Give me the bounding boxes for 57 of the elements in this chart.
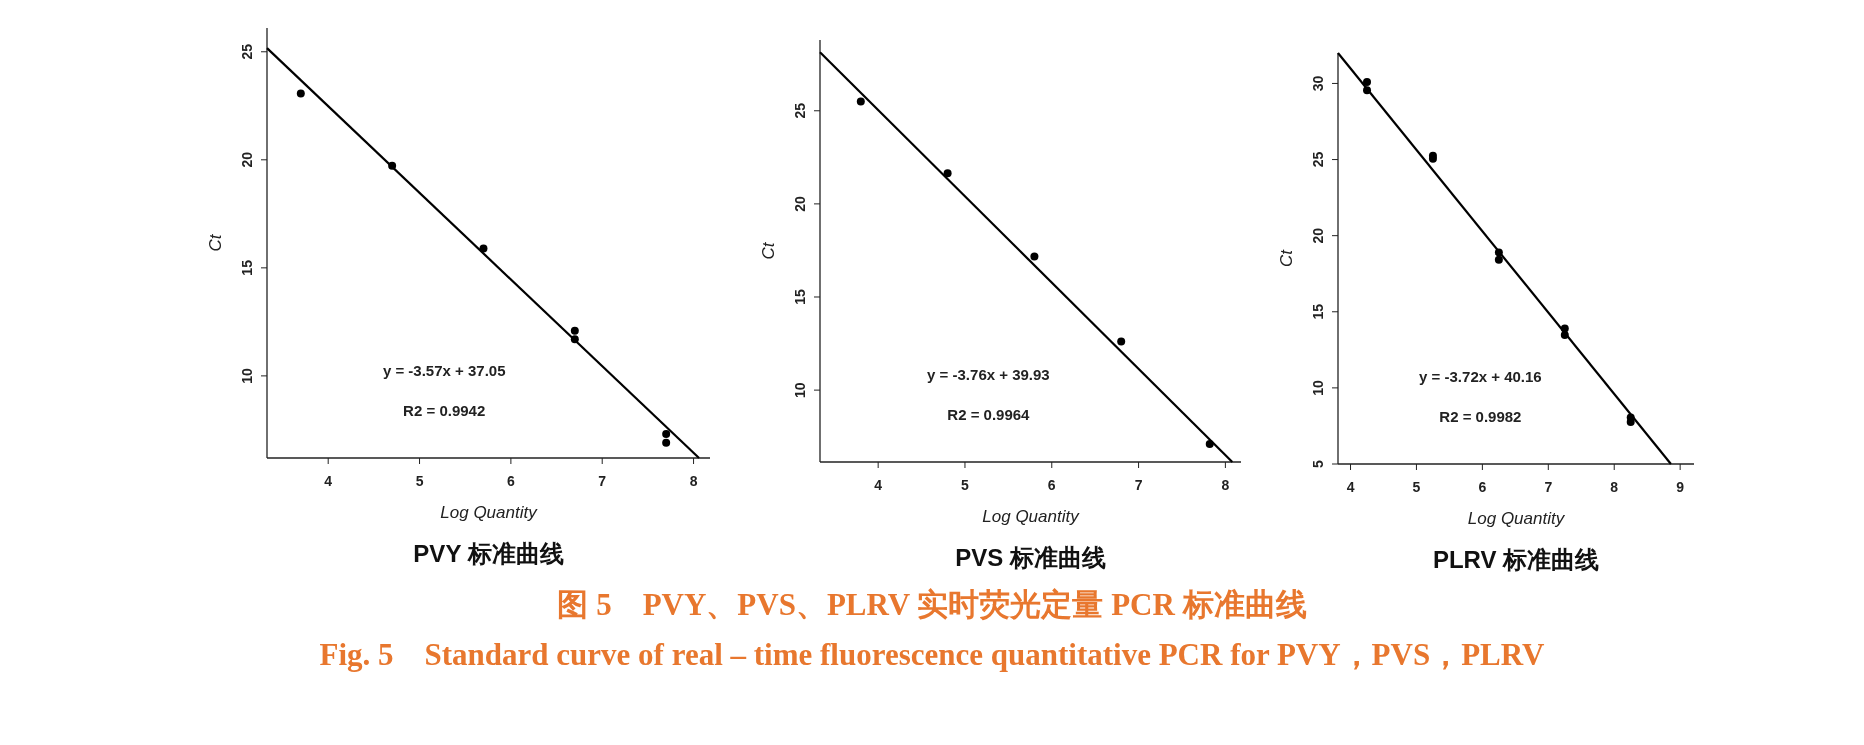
point bbox=[662, 430, 671, 439]
annotation: y = -3.72x + 40.16 bbox=[1419, 368, 1542, 385]
x-axis-title: Log Quantity bbox=[440, 503, 539, 522]
point bbox=[1117, 337, 1126, 346]
caption: 图 5 PVY、PVS、PLRV 实时荧光定量 PCR 标准曲线 bbox=[557, 587, 1307, 622]
caption: Fig. 5 Standard curve of real – time fluorescence quantitative PCR for PVY，PVS，PLRV bbox=[319, 637, 1546, 672]
annotation: R2 = 0.9942 bbox=[403, 402, 486, 419]
y-tick-label: 30 bbox=[1310, 75, 1326, 92]
x-tick-label: 8 bbox=[689, 473, 698, 489]
x-tick-label: 8 bbox=[1221, 477, 1230, 493]
y-axis-title: Ct bbox=[758, 241, 778, 260]
x-tick-label: 7 bbox=[598, 473, 607, 489]
annotation: y = -3.76x + 39.93 bbox=[927, 366, 1050, 383]
y-tick-label: 10 bbox=[1310, 379, 1326, 396]
y-tick-label: 5 bbox=[1310, 459, 1326, 468]
x-tick-label: 7 bbox=[1544, 479, 1553, 495]
y-tick-label: 20 bbox=[1310, 227, 1326, 244]
y-tick-label: 15 bbox=[792, 289, 808, 305]
point bbox=[570, 326, 579, 335]
y-tick-label: 25 bbox=[792, 102, 808, 119]
x-tick-label: 5 bbox=[1412, 479, 1421, 495]
x-tick-label: 5 bbox=[961, 477, 970, 493]
y-tick-label: 25 bbox=[239, 43, 255, 60]
x-tick-label: 8 bbox=[1610, 479, 1619, 495]
text: PVS 标准曲线 bbox=[955, 544, 1106, 571]
x-tick-label: 4 bbox=[324, 473, 333, 489]
point bbox=[662, 438, 671, 447]
x-tick-label: 7 bbox=[1134, 477, 1143, 493]
text: PLRV 标准曲线 bbox=[1432, 546, 1600, 573]
x-axis-title: Log Quantity bbox=[982, 507, 1081, 526]
y-tick-label: 20 bbox=[239, 151, 255, 168]
x-tick-label: 5 bbox=[415, 473, 424, 489]
point bbox=[1494, 255, 1503, 264]
annotation: R2 = 0.9982 bbox=[1439, 408, 1522, 425]
x-tick-label: 6 bbox=[506, 473, 515, 489]
x-axis-title: Log Quantity bbox=[1467, 509, 1566, 528]
point bbox=[1363, 77, 1372, 86]
x-tick-label: 6 bbox=[1478, 479, 1487, 495]
annotation: y = -3.57x + 37.05 bbox=[382, 362, 506, 379]
x-tick-label: 4 bbox=[874, 477, 883, 493]
x-tick-label: 4 bbox=[1346, 479, 1355, 495]
annotation: R2 = 0.9964 bbox=[947, 406, 1031, 423]
point bbox=[943, 169, 952, 178]
y-tick-label: 15 bbox=[1310, 303, 1326, 320]
y-tick-label: 15 bbox=[239, 259, 255, 276]
y-tick-label: 20 bbox=[792, 195, 808, 212]
y-axis-title: Ct bbox=[1276, 248, 1296, 267]
point bbox=[856, 97, 865, 106]
y-tick-label: 10 bbox=[239, 367, 255, 384]
y-tick-label: 10 bbox=[792, 382, 808, 398]
y-tick-label: 25 bbox=[1310, 151, 1326, 168]
y-axis-title: Ct bbox=[205, 233, 225, 252]
x-tick-label: 9 bbox=[1676, 479, 1685, 495]
text: PVY 标准曲线 bbox=[413, 540, 564, 567]
x-tick-label: 6 bbox=[1047, 477, 1056, 493]
point bbox=[1030, 252, 1039, 261]
point bbox=[296, 89, 305, 98]
